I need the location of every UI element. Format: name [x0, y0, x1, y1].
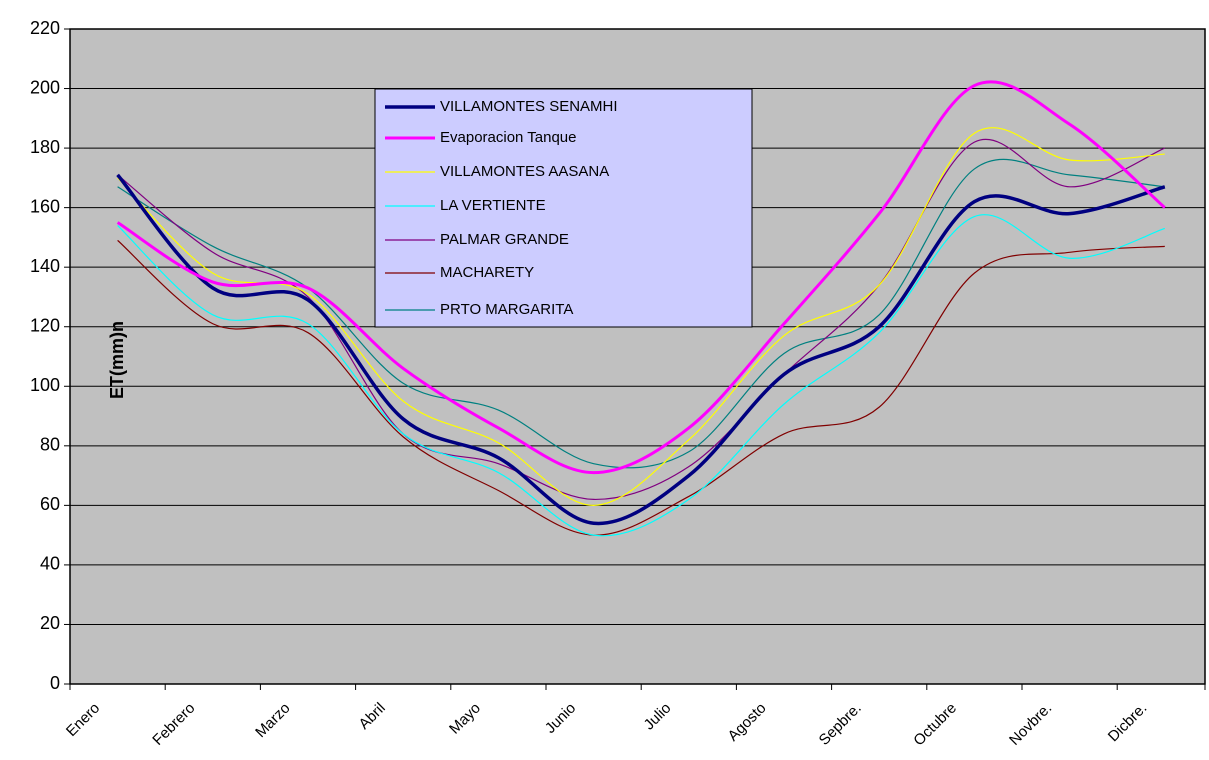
series-line: [117, 138, 1166, 501]
y-tick-label: 160: [30, 196, 60, 216]
y-tick-label: 0: [50, 673, 60, 693]
x-tick-label: Dicbre.: [1105, 700, 1151, 746]
legend-label: VILLAMONTES SENAMHI: [440, 98, 618, 115]
legend-label: PRTO MARGARITA: [440, 301, 573, 318]
y-tick-label: 140: [30, 256, 60, 276]
x-tick-label: Febrero: [149, 700, 198, 749]
y-tick-label: 80: [40, 435, 60, 455]
legend-label: LA VERTIENTE: [440, 197, 546, 214]
series-line: [117, 127, 1165, 506]
legend: [374, 88, 753, 328]
x-tick-label: Marzo: [252, 700, 293, 741]
y-tick-label: 180: [30, 137, 60, 157]
x-tick-label: Sepbre.: [816, 700, 865, 749]
series-line: [116, 173, 1166, 526]
y-tick-label: 40: [40, 554, 60, 574]
x-tick-label: Enero: [63, 700, 103, 740]
x-tick-label: Octubre: [910, 700, 960, 750]
x-tick-label: Novbre.: [1006, 700, 1055, 749]
legend-label: VILLAMONTES AASANA: [440, 163, 609, 180]
x-tick-label: Abril: [356, 700, 389, 733]
series-line: [116, 80, 1166, 475]
x-tick-label: Julio: [641, 700, 675, 734]
y-axis-label: ET(mm)n: [107, 321, 127, 399]
legend-label: PALMAR GRANDE: [440, 231, 569, 248]
y-tick-label: 220: [30, 18, 60, 38]
y-tick-label: 60: [40, 494, 60, 514]
legend-label: MACHARETY: [440, 264, 534, 281]
y-tick-label: 100: [30, 375, 60, 395]
x-tick-label: Junio: [542, 700, 579, 737]
x-tick-label: Mayo: [446, 700, 484, 738]
legend-label: Evaporacion Tanque: [440, 129, 577, 146]
series-line: [117, 214, 1165, 537]
y-tick-label: 120: [30, 315, 60, 335]
series-line: [117, 239, 1165, 536]
y-tick-label: 20: [40, 613, 60, 633]
y-tick-label: 200: [30, 77, 60, 97]
x-tick-label: Agosto: [725, 700, 770, 745]
